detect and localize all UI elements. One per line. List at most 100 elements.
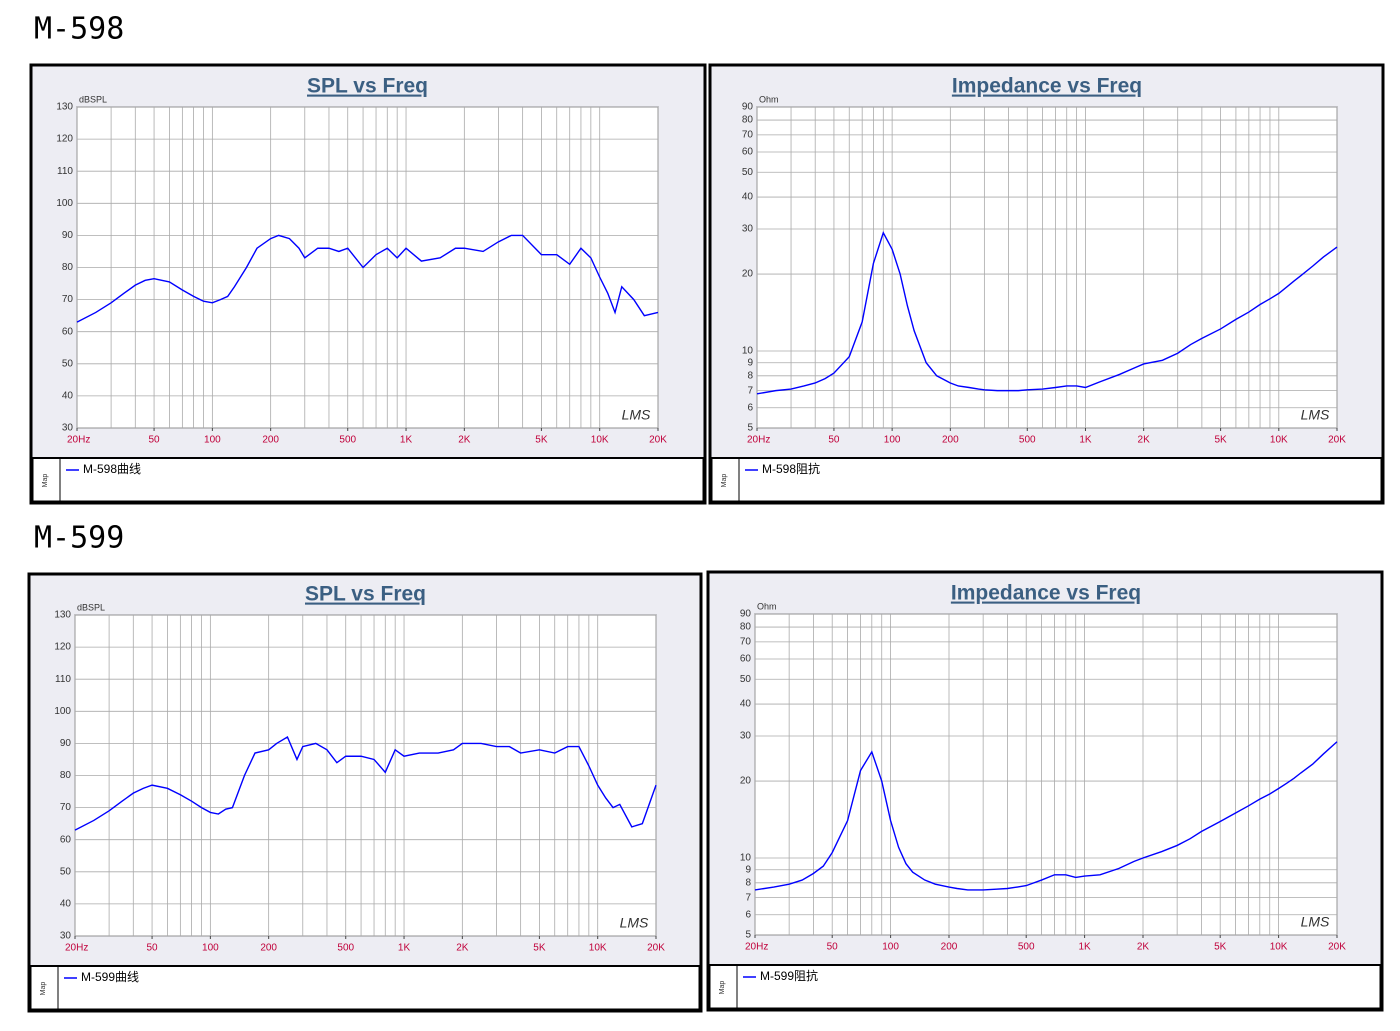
y-tick-label: 40 [60, 899, 72, 910]
chart-title: SPL vs Freq [307, 75, 428, 98]
y-tick-label: 70 [740, 637, 752, 648]
y-tick-label: 120 [54, 642, 71, 653]
x-tick-label: 20K [1328, 942, 1346, 953]
y-axis-label: dBSPL [79, 94, 107, 104]
y-tick-label: 20 [740, 776, 752, 787]
plot-area [754, 613, 1338, 936]
y-tick-label: 5 [747, 423, 753, 434]
legend-area [31, 457, 705, 503]
y-tick-label: 90 [62, 230, 74, 241]
x-tick-label: 20K [649, 435, 667, 446]
x-tick-label: 10K [1270, 942, 1288, 953]
section-heading: M-598 [34, 12, 124, 47]
y-tick-label: 100 [54, 706, 71, 717]
y-tick-label: 80 [60, 770, 72, 781]
legend-label: M-598阻抗 [762, 461, 820, 476]
y-tick-label: 8 [745, 877, 751, 888]
x-tick-label: 5K [533, 943, 546, 954]
x-tick-label: 100 [882, 942, 899, 953]
y-tick-label: 60 [740, 654, 752, 665]
x-tick-label: 20K [1328, 435, 1346, 446]
y-tick-label: 120 [56, 134, 73, 145]
y-tick-label: 60 [742, 147, 754, 158]
y-tick-label: 6 [747, 402, 753, 413]
y-tick-label: 80 [740, 622, 752, 633]
data-line [754, 741, 1338, 891]
y-tick-label: 110 [55, 674, 71, 685]
watermark: LMS [1301, 914, 1330, 930]
legend-area [29, 965, 701, 1011]
x-tick-label: 1K [1079, 435, 1092, 446]
x-tick-label: 10K [1270, 435, 1288, 446]
x-tick-label: 500 [1018, 942, 1035, 953]
y-tick-label: 80 [62, 262, 74, 273]
legend-area [710, 457, 1383, 503]
x-tick-label: 200 [941, 942, 958, 953]
y-tick-label: 20 [742, 269, 754, 280]
y-tick-label: 70 [742, 130, 754, 141]
data-line [756, 230, 1338, 395]
y-tick-label: 40 [62, 391, 74, 402]
x-tick-label: 20Hz [745, 942, 768, 953]
x-tick-label: 100 [884, 435, 901, 446]
x-tick-label: 50 [827, 942, 839, 953]
x-tick-label: 20K [647, 943, 665, 954]
x-tick-label: 2K [1137, 942, 1150, 953]
y-tick-label: 60 [62, 326, 74, 337]
y-tick-label: 7 [747, 385, 753, 396]
y-tick-label: 110 [57, 166, 73, 177]
y-tick-label: 60 [60, 834, 72, 845]
x-tick-label: 50 [149, 435, 161, 446]
x-tick-label: 20Hz [67, 435, 90, 446]
watermark: LMS [622, 407, 651, 423]
x-tick-label: 2K [458, 435, 471, 446]
x-tick-label: 5K [535, 435, 548, 446]
legend-label: M-599阻抗 [760, 968, 818, 983]
y-tick-label: 50 [742, 167, 754, 178]
y-tick-label: 70 [62, 294, 74, 305]
chart-title: Impedance vs Freq [951, 582, 1141, 605]
y-axis-label: Ohm [759, 94, 779, 104]
y-tick-label: 100 [56, 198, 73, 209]
x-tick-label: 100 [202, 943, 219, 954]
y-tick-label: 90 [740, 609, 752, 620]
data-line [76, 234, 659, 323]
watermark: LMS [1301, 407, 1330, 423]
y-tick-label: 10 [740, 853, 752, 864]
legend-label: M-598曲线 [83, 462, 141, 476]
x-tick-label: 500 [337, 943, 354, 954]
x-tick-label: 1K [398, 943, 411, 954]
x-tick-label: 1K [1078, 942, 1091, 953]
y-tick-label: 130 [56, 102, 73, 113]
x-tick-label: 20Hz [747, 435, 770, 446]
legend-side-label: Map [42, 474, 49, 488]
y-tick-label: 40 [742, 192, 754, 203]
plot-area [756, 106, 1338, 429]
y-axis-label: dBSPL [77, 602, 105, 612]
y-tick-label: 8 [747, 370, 753, 381]
y-tick-label: 50 [740, 674, 752, 685]
x-tick-label: 500 [339, 435, 356, 446]
y-tick-label: 9 [747, 357, 753, 368]
section-heading: M-599 [34, 521, 124, 556]
x-tick-label: 50 [828, 435, 840, 446]
y-tick-label: 10 [742, 346, 754, 357]
y-tick-label: 50 [62, 358, 74, 369]
x-tick-label: 5K [1214, 435, 1227, 446]
watermark: LMS [620, 915, 649, 931]
y-tick-label: 30 [62, 423, 74, 434]
legend-area [708, 964, 1382, 1010]
chart-title: Impedance vs Freq [952, 75, 1142, 98]
legend-side-label: Map [40, 982, 47, 996]
legend-side-label: Map [721, 474, 728, 488]
y-tick-label: 5 [745, 930, 751, 941]
y-tick-label: 130 [54, 610, 71, 621]
x-tick-label: 50 [147, 943, 159, 954]
x-tick-label: 200 [262, 435, 279, 446]
y-tick-label: 30 [740, 731, 752, 742]
y-tick-label: 7 [745, 892, 751, 903]
x-tick-label: 20Hz [65, 943, 88, 954]
x-tick-label: 1K [400, 435, 413, 446]
legend-side-label: Map [719, 981, 726, 995]
y-tick-label: 90 [60, 738, 72, 749]
